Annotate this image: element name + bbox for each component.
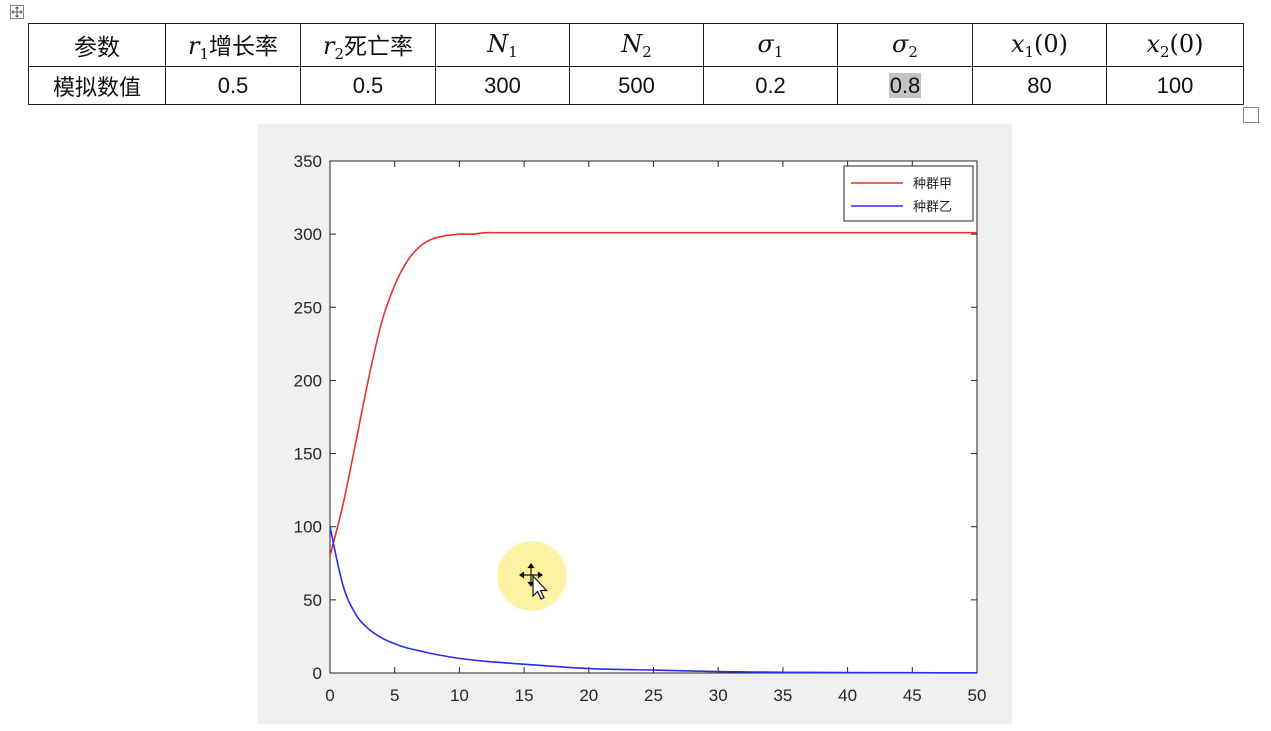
x-tick-label: 45 — [903, 686, 922, 705]
header-cell-r2[interactable]: r2死亡率 — [300, 23, 436, 67]
series-lines — [329, 231, 978, 674]
x-tick-label: 5 — [390, 686, 399, 705]
y-tick-label: 150 — [294, 445, 322, 464]
header-cell-n1[interactable]: N1 — [435, 23, 570, 67]
y-tick-label: 50 — [303, 591, 322, 610]
y-tick-label: 0 — [313, 664, 322, 683]
header-cell-r1[interactable]: r1增长率 — [165, 23, 301, 67]
x-tick-label: 30 — [709, 686, 728, 705]
header-cell-param[interactable]: 参数 — [28, 23, 166, 67]
x-tick-label: 50 — [968, 686, 987, 705]
parameter-table: 参数 r1增长率 r2死亡率 N1 N2 σ1 σ2 x1(0) x2(0) 模… — [28, 23, 1244, 105]
series-line-1 — [329, 231, 977, 557]
x-tick-label: 20 — [579, 686, 598, 705]
y-tick-label: 100 — [294, 518, 322, 537]
value-cell-label[interactable]: 模拟数值 — [28, 66, 166, 105]
table-values-row: 模拟数值 0.5 0.5 300 500 0.2 0.8 80 100 — [28, 66, 1244, 105]
legend-label-series-1: 种群甲 — [913, 177, 952, 192]
legend-box — [843, 165, 974, 222]
value-cell-r2[interactable]: 0.5 — [300, 66, 436, 105]
x-tick-label: 25 — [644, 686, 663, 705]
series-line-2 — [329, 526, 978, 674]
cursor-highlight — [497, 541, 567, 611]
x-tick-label: 40 — [838, 686, 857, 705]
chart-figure[interactable]: 0 5 10 15 20 25 30 35 40 45 50 0 50 100 150 200 250 300 35… — [258, 124, 1012, 724]
x-tick-label: 35 — [773, 686, 792, 705]
population-chart: 0 5 10 15 20 25 30 35 40 45 50 0 50 100 150 200 250 300 35… — [294, 152, 987, 705]
selected-text[interactable]: 0.8 — [888, 72, 922, 98]
legend-label-series-2: 种群乙 — [913, 200, 952, 215]
y-tick-label: 200 — [294, 371, 322, 390]
value-cell-n2[interactable]: 500 — [569, 66, 704, 105]
header-cell-sigma1[interactable]: σ1 — [703, 23, 838, 67]
y-tick-label: 300 — [294, 225, 322, 244]
header-cell-x2-0[interactable]: x2(0) — [1106, 23, 1244, 67]
plot-area — [329, 160, 978, 674]
value-cell-x1-0[interactable]: 80 — [972, 66, 1107, 105]
header-cell-n2[interactable]: N2 — [569, 23, 704, 67]
value-cell-r1[interactable]: 0.5 — [165, 66, 301, 105]
table-resize-handle[interactable] — [1243, 107, 1259, 123]
legend: 种群甲 种群乙 — [843, 165, 974, 222]
value-cell-x2-0[interactable]: 100 — [1106, 66, 1244, 105]
y-tick-label: 250 — [294, 298, 322, 317]
value-cell-sigma2[interactable]: 0.8 — [837, 66, 973, 105]
table-move-handle-icon[interactable] — [10, 5, 24, 19]
header-cell-sigma2[interactable]: σ2 — [837, 23, 973, 67]
x-tick-label: 15 — [515, 686, 534, 705]
x-tick-label: 10 — [450, 686, 469, 705]
header-cell-x1-0[interactable]: x1(0) — [972, 23, 1107, 67]
value-cell-sigma1[interactable]: 0.2 — [703, 66, 838, 105]
table-header-row: 参数 r1增长率 r2死亡率 N1 N2 σ1 σ2 x1(0) x2(0) — [28, 23, 1244, 67]
value-cell-n1[interactable]: 300 — [435, 66, 570, 105]
axis-ticks: 0 5 10 15 20 25 30 35 40 45 50 0 50 100 150 200 250 300 35… — [294, 152, 987, 705]
x-tick-label: 0 — [325, 686, 334, 705]
y-tick-label: 350 — [294, 152, 322, 171]
move-cursor-icon — [519, 563, 548, 600]
